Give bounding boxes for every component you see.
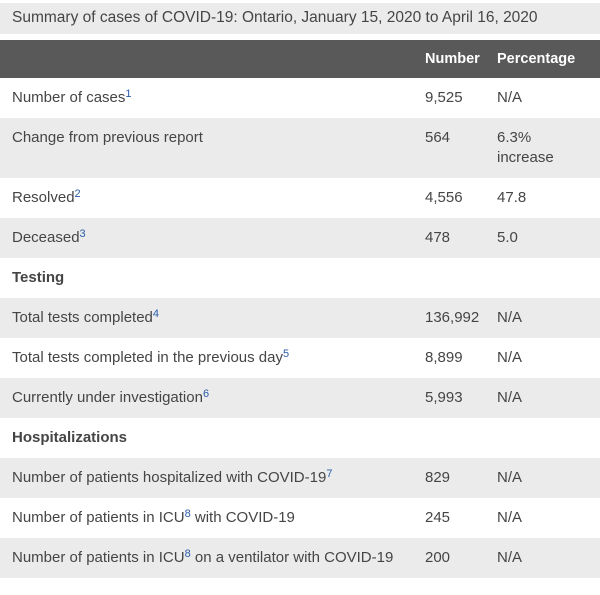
section-row: Hospitalizations	[0, 418, 600, 458]
footnote-link[interactable]: 6	[202, 388, 210, 401]
footnote-superscript: 2	[75, 188, 81, 200]
table-row: Total tests completed4 136,992 N/A	[0, 298, 600, 338]
footnote-link[interactable]: 5	[282, 348, 290, 361]
footnote-superscript: 8	[185, 508, 191, 520]
row-percentage-value: N/A	[497, 389, 523, 406]
footnote-superscript: 7	[326, 468, 332, 480]
footnote-superscript: 6	[203, 388, 209, 400]
row-percentage-value: 6.3% increase	[497, 129, 554, 166]
footnote-link[interactable]: 3	[79, 228, 86, 241]
footnote-link[interactable]: 1	[125, 88, 132, 101]
row-number-value: 564	[425, 129, 451, 146]
row-label: Number of patients in ICU8 on a ventilat…	[12, 548, 394, 566]
row-percentage-value: N/A	[497, 349, 523, 366]
row-number-value: 200	[425, 549, 451, 566]
row-label: Total tests completed4	[12, 308, 160, 326]
row-percentage-value: 47.8	[497, 189, 527, 206]
row-number-value: 9,525	[425, 89, 463, 106]
footnote-superscript: 1	[125, 88, 131, 100]
table-row: Resolved2 4,556 47.8	[0, 178, 600, 218]
row-label: Number of cases1	[12, 88, 132, 106]
footnote-superscript: 5	[283, 348, 289, 360]
table-row: Deceased3 478 5.0	[0, 218, 600, 258]
footnote-link[interactable]: 8	[184, 508, 191, 521]
table-body: Number of cases1 9,525 N/A Change from prev…	[0, 78, 600, 578]
row-percentage-value: N/A	[497, 309, 523, 326]
row-percentage-value: N/A	[497, 89, 523, 106]
footnote-superscript: 3	[80, 228, 86, 240]
page-title: Summary of cases of COVID-19: Ontario, J…	[0, 3, 600, 34]
row-number-value: 478	[425, 229, 451, 246]
table-row: Currently under investigation6 5,993 N/A	[0, 378, 600, 418]
row-number-value: 4,556	[425, 189, 463, 206]
row-label: Number of patients in ICU8 with COVID-19	[12, 508, 295, 526]
section-label: Hospitalizations	[12, 429, 128, 446]
row-label: Deceased3	[12, 228, 86, 246]
footnote-link[interactable]: 2	[74, 188, 81, 201]
row-number-value: 136,992	[425, 309, 480, 326]
row-label: Number of patients hospitalized with COV…	[12, 468, 333, 486]
table-row: Total tests completed in the previous da…	[0, 338, 600, 378]
table-row: Number of patients in ICU8 with COVID-19…	[0, 498, 600, 538]
footnote-link[interactable]: 4	[152, 308, 160, 321]
table-row: Number of cases1 9,525 N/A	[0, 78, 600, 118]
section-row: Testing	[0, 258, 600, 298]
row-label: Total tests completed in the previous da…	[12, 348, 290, 366]
row-number-value: 5,993	[425, 389, 463, 406]
row-percentage-value: N/A	[497, 549, 523, 566]
table-row: Number of patients in ICU8 on a ventilat…	[0, 538, 600, 578]
row-number-value: 8,899	[425, 349, 463, 366]
footnote-link[interactable]: 7	[326, 468, 333, 481]
row-number-value: 829	[425, 469, 451, 486]
header-number-column: Number	[425, 40, 497, 78]
row-label: Change from previous report	[12, 129, 203, 146]
header-percentage-column: Percentage	[497, 40, 600, 78]
row-percentage-value: N/A	[497, 509, 523, 526]
header-label-column	[0, 40, 425, 78]
row-percentage-value: 5.0	[497, 229, 518, 246]
header-row: Number Percentage	[0, 40, 600, 78]
footnote-superscript: 4	[153, 308, 159, 320]
table-header: Number Percentage	[0, 40, 600, 78]
footnote-superscript: 8	[185, 548, 191, 560]
table-row: Change from previous report 564 6.3% incre…	[0, 118, 600, 178]
covid-summary-table: Number Percentage Number of cases1 9,525 N…	[0, 40, 600, 578]
row-label: Currently under investigation6	[12, 388, 210, 406]
row-percentage-value: N/A	[497, 469, 523, 486]
section-label: Testing	[12, 269, 65, 286]
row-label: Resolved2	[12, 188, 81, 206]
footnote-link[interactable]: 8	[184, 548, 191, 561]
table-row: Number of patients hospitalized with COV…	[0, 458, 600, 498]
row-number-value: 245	[425, 509, 451, 526]
